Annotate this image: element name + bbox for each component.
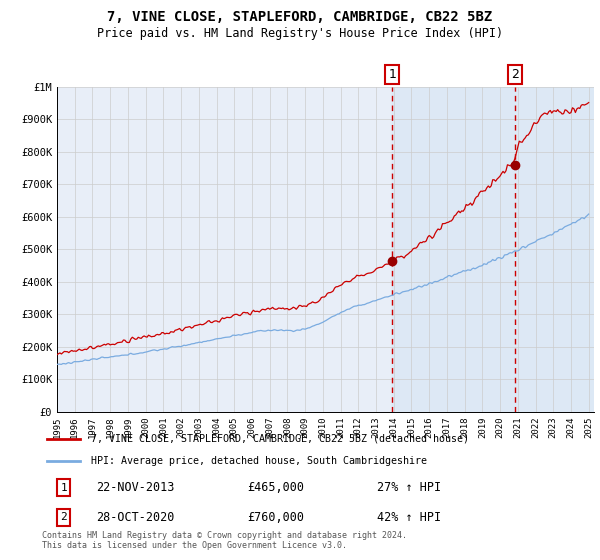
Bar xyxy=(571,87,594,412)
Text: 2: 2 xyxy=(511,68,519,81)
Text: 2: 2 xyxy=(60,512,67,522)
Bar xyxy=(392,87,594,412)
Text: HPI: Average price, detached house, South Cambridgeshire: HPI: Average price, detached house, Sout… xyxy=(91,456,427,466)
Text: 7, VINE CLOSE, STAPLEFORD, CAMBRIDGE, CB22 5BZ: 7, VINE CLOSE, STAPLEFORD, CAMBRIDGE, CB… xyxy=(107,10,493,24)
Text: 27% ↑ HPI: 27% ↑ HPI xyxy=(377,481,441,494)
Bar xyxy=(571,87,594,412)
Text: 7, VINE CLOSE, STAPLEFORD, CAMBRIDGE, CB22 5BZ (detached house): 7, VINE CLOSE, STAPLEFORD, CAMBRIDGE, CB… xyxy=(91,434,469,444)
Text: £465,000: £465,000 xyxy=(247,481,304,494)
Text: 1: 1 xyxy=(388,68,396,81)
Text: 42% ↑ HPI: 42% ↑ HPI xyxy=(377,511,441,524)
Text: Contains HM Land Registry data © Crown copyright and database right 2024.
This d: Contains HM Land Registry data © Crown c… xyxy=(42,530,407,550)
Text: £760,000: £760,000 xyxy=(247,511,304,524)
Text: 1: 1 xyxy=(60,483,67,493)
Text: Price paid vs. HM Land Registry's House Price Index (HPI): Price paid vs. HM Land Registry's House … xyxy=(97,27,503,40)
Text: 22-NOV-2013: 22-NOV-2013 xyxy=(96,481,175,494)
Text: 28-OCT-2020: 28-OCT-2020 xyxy=(96,511,175,524)
